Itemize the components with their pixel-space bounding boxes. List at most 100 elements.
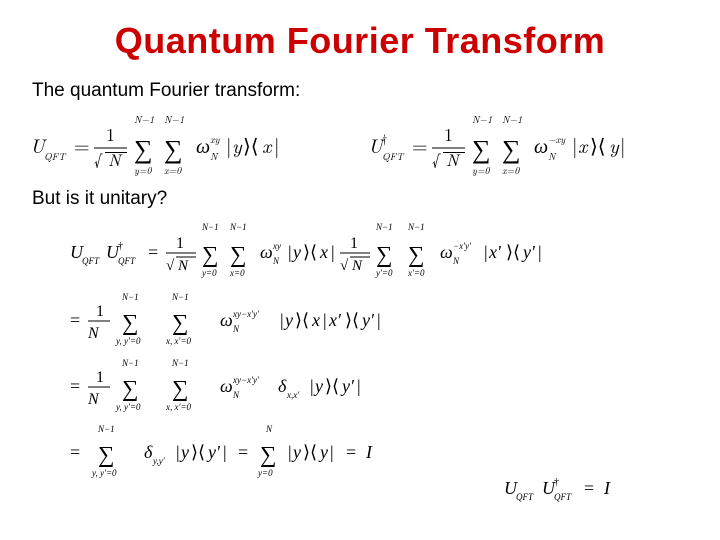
question-text: But is it unitary?	[32, 188, 690, 210]
svg-text:ω: ω	[534, 130, 548, 159]
eq-uqft-dagger: U † QFT = 1 √ N N−1 ∑ y=0 N−1 ∑ x=0 ω	[368, 108, 690, 180]
svg-text:y, y′=0: y, y′=0	[115, 336, 141, 346]
svg-text:⟩⟨: ⟩⟨	[325, 376, 339, 396]
intro-text: The quantum Fourier transform:	[32, 80, 690, 102]
svg-text:−x′y′: −x′y′	[453, 241, 472, 251]
svg-text:∑: ∑	[134, 129, 153, 166]
svg-text:√: √	[166, 258, 175, 274]
svg-text:⟩⟨: ⟩⟨	[345, 310, 359, 330]
svg-text:1: 1	[96, 369, 104, 386]
svg-text:=: =	[346, 442, 356, 462]
eq-prod-line3: = 1 N N−1 ∑ y, y′=0 N−1 ∑ x, x′=0 ω xy−x…	[70, 352, 690, 416]
svg-text:=: =	[238, 442, 248, 462]
svg-text:x, x′=0: x, x′=0	[165, 402, 192, 412]
svg-text:N: N	[210, 149, 219, 163]
svg-text:∑: ∑	[202, 242, 218, 267]
svg-text:y: y	[318, 442, 328, 462]
svg-text:N−1: N−1	[407, 222, 425, 232]
svg-text:∑: ∑	[172, 310, 188, 335]
svg-text:∑: ∑	[172, 376, 188, 401]
svg-text:N−1: N−1	[502, 112, 522, 126]
svg-text:|: |	[377, 310, 381, 330]
svg-text:⟩⟨: ⟩⟨	[303, 242, 317, 262]
svg-text:N−1: N−1	[134, 112, 154, 126]
svg-text:|: |	[357, 376, 361, 396]
svg-text:y′: y′	[206, 442, 221, 462]
svg-text:1: 1	[96, 303, 104, 320]
svg-text:|: |	[288, 242, 292, 262]
svg-text:N: N	[177, 258, 189, 274]
eq-conclusion: U QFT U † QFT = I	[504, 472, 674, 506]
svg-text:|: |	[223, 442, 227, 462]
svg-text:=: =	[70, 442, 80, 462]
svg-text:=: =	[70, 376, 80, 396]
svg-text:=: =	[412, 130, 428, 159]
svg-text:∑: ∑	[502, 129, 521, 166]
svg-text:x′: x′	[488, 242, 502, 262]
svg-text:y′: y′	[521, 242, 536, 262]
svg-text:y=0: y=0	[257, 468, 273, 478]
svg-text:N: N	[87, 325, 100, 342]
svg-text:|: |	[330, 442, 334, 462]
svg-text:N−1: N−1	[472, 112, 492, 126]
svg-text:⟩⟨: ⟩⟨	[506, 242, 520, 262]
svg-text:y: y	[283, 310, 293, 330]
svg-text:√: √	[94, 147, 103, 171]
svg-text:ω: ω	[196, 130, 210, 159]
svg-text:=: =	[70, 310, 80, 330]
svg-text:N−1: N−1	[375, 222, 393, 232]
svg-text:√: √	[432, 147, 441, 171]
svg-text:xy−x′y′: xy−x′y′	[232, 375, 260, 385]
svg-text:x: x	[311, 310, 320, 330]
svg-text:N: N	[446, 147, 461, 171]
svg-text:QFT: QFT	[382, 149, 405, 163]
svg-text:⟩⟨: ⟩⟨	[295, 310, 309, 330]
svg-text:√: √	[340, 258, 349, 274]
svg-text:y, y′=0: y, y′=0	[115, 402, 141, 412]
svg-text:N−1: N−1	[121, 292, 139, 302]
svg-text:x, x′=0: x, x′=0	[165, 336, 192, 346]
svg-text:1: 1	[176, 235, 184, 252]
svg-text:∑: ∑	[260, 442, 276, 467]
svg-text:y, y′=0: y, y′=0	[91, 468, 117, 478]
svg-text:|: |	[310, 376, 314, 396]
svg-text:y′: y′	[340, 376, 355, 396]
svg-text:N: N	[232, 390, 240, 400]
svg-text:|: |	[538, 242, 542, 262]
slide-title: Quantum Fourier Transform	[30, 20, 690, 62]
svg-text:|: |	[323, 310, 327, 330]
svg-text:QFT: QFT	[554, 492, 572, 502]
svg-text:†: †	[118, 241, 123, 252]
svg-text:N: N	[108, 147, 123, 171]
svg-text:QFT: QFT	[82, 256, 100, 266]
svg-text:x: x	[578, 130, 589, 159]
svg-text:y′=0: y′=0	[375, 268, 393, 278]
svg-text:1: 1	[350, 235, 358, 252]
svg-text:y=0: y=0	[134, 163, 153, 177]
svg-text:y,y′: y,y′	[152, 456, 166, 466]
svg-text:y=0: y=0	[201, 268, 217, 278]
eq-prod-line1: U QFT U † QFT = 1 √ N N−1 ∑ y=0 N−1 ∑	[70, 216, 690, 284]
svg-text:=: =	[584, 478, 594, 498]
svg-text:x=0: x=0	[502, 163, 520, 177]
svg-text:|: |	[331, 242, 335, 262]
svg-text:N: N	[452, 256, 460, 266]
svg-text:1: 1	[444, 122, 453, 147]
svg-text:y: y	[609, 130, 620, 159]
svg-text:x′=0: x′=0	[407, 268, 425, 278]
svg-text:N: N	[87, 391, 100, 408]
svg-text:N: N	[548, 149, 557, 163]
svg-text:ω: ω	[440, 242, 453, 262]
svg-text:†: †	[554, 477, 559, 488]
svg-text:y: y	[291, 442, 301, 462]
svg-text:x′: x′	[328, 310, 342, 330]
svg-text:N−1: N−1	[121, 358, 139, 368]
svg-text:|: |	[226, 130, 232, 159]
svg-text:N−1: N−1	[171, 292, 189, 302]
svg-text:∑: ∑	[122, 310, 138, 335]
svg-text:⟩⟨: ⟩⟨	[243, 130, 259, 159]
svg-text:N: N	[265, 424, 273, 434]
eq-prod-line2: = 1 N N−1 ∑ y, y′=0 N−1 ∑ x, x′=0 ω xy−x…	[70, 286, 690, 350]
svg-text:⟩⟨: ⟩⟨	[191, 442, 205, 462]
svg-text:N: N	[232, 324, 240, 334]
